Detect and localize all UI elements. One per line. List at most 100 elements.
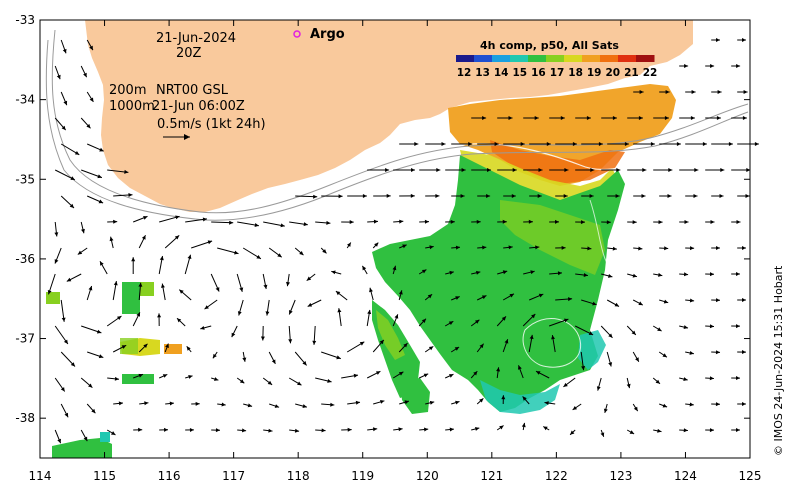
current-arrow-head <box>47 290 52 295</box>
current-arrow-head <box>141 235 146 240</box>
current-arrow-head <box>410 193 415 198</box>
current-arrow-head <box>557 271 562 276</box>
current-arrow-head <box>501 316 506 321</box>
x-tick-label: 118 <box>287 469 310 483</box>
current-arrow-head <box>664 116 669 120</box>
credit-text: © IMOS 24-Jun-2024 15:31 Hobart <box>772 265 785 456</box>
current-arrow-head <box>386 193 391 198</box>
current-arrow-head <box>57 438 61 444</box>
current-arrow-head <box>89 45 93 51</box>
current-arrow-head <box>614 302 619 307</box>
current-arrow-head <box>131 257 136 262</box>
current-arrow-head <box>428 346 434 351</box>
current-arrow-head <box>690 116 695 120</box>
current-arrow-head <box>362 265 367 271</box>
current-arrow-head <box>175 215 180 220</box>
current-arrow-head <box>207 240 213 245</box>
colorbar-swatch <box>510 55 529 62</box>
colorbar-labels: 12 13 14 15 16 17 18 19 20 21 22 <box>457 67 658 79</box>
argo-marker <box>293 30 301 38</box>
current-arrow-head <box>159 256 164 261</box>
current-arrow-head <box>629 430 635 434</box>
colorbar-tick-label: 15 <box>512 67 527 79</box>
current-arrow-head <box>520 142 525 146</box>
current-arrow-head <box>62 48 67 54</box>
current-arrow-head <box>436 168 441 172</box>
current-arrow-head <box>592 301 597 306</box>
current-arrow-head <box>195 401 200 406</box>
current-arrow-head <box>353 373 358 378</box>
current-arrow-head <box>728 142 733 146</box>
current-arrow-head <box>89 97 94 102</box>
x-tick-label: 117 <box>222 469 245 483</box>
current-arrow-head <box>242 428 247 433</box>
current-arrow-head <box>716 246 720 250</box>
colorbar-tick-label: 12 <box>457 67 472 79</box>
current-arrow-head <box>247 403 253 408</box>
current-arrow-head <box>174 235 180 240</box>
current-arrow-head <box>376 371 381 375</box>
current-arrow-head <box>638 246 643 251</box>
current-arrow-head <box>83 436 88 442</box>
current-arrow-head <box>667 194 672 198</box>
sst-field <box>46 84 691 458</box>
current-arrow-head <box>657 428 662 433</box>
current-arrow-head <box>398 427 403 432</box>
current-arrow-head <box>487 168 491 172</box>
current-arrow-head <box>587 246 592 251</box>
current-arrow-head <box>423 373 429 378</box>
current-arrow-head <box>717 90 722 94</box>
current-arrow-head <box>742 38 746 42</box>
current-arrow-head <box>572 406 577 410</box>
current-arrow-head <box>239 379 245 384</box>
current-arrow-head <box>482 116 487 120</box>
current-arrow-head <box>616 168 621 172</box>
current-arrow-head <box>702 142 707 146</box>
current-arrow-head <box>468 142 473 146</box>
current-arrow-head <box>221 402 226 407</box>
colorbar-title: 4h comp, p50, All Sats <box>480 39 619 52</box>
current-arrow-head <box>455 245 460 250</box>
x-tick-label: 114 <box>29 469 52 483</box>
current-arrow-head <box>327 379 332 383</box>
current-arrow-head <box>504 339 509 344</box>
current-arrow-head <box>260 336 265 341</box>
current-arrow-head <box>402 244 407 249</box>
current-arrow-head <box>683 325 688 329</box>
current-arrow-head <box>297 381 302 386</box>
current-arrow-head <box>536 371 541 375</box>
colorbar-tick-label: 13 <box>475 67 490 79</box>
current-arrow-head <box>512 168 517 172</box>
y-tick-label: -36 <box>15 252 35 266</box>
x-tick-label: 116 <box>158 469 181 483</box>
colorbar-swatch <box>492 55 511 62</box>
current-arrow-head <box>322 249 327 254</box>
y-tick-label: -38 <box>15 411 35 425</box>
info-date: 21-Jun-2024 <box>156 31 236 46</box>
current-arrow-head <box>716 298 720 303</box>
current-arrow-head <box>411 168 415 172</box>
current-arrow-head <box>54 259 59 264</box>
current-arrow-head <box>662 353 667 358</box>
current-arrow-head <box>460 194 465 198</box>
current-arrow-head <box>100 261 104 266</box>
current-arrow-head <box>237 311 242 316</box>
current-arrow-head <box>720 168 725 172</box>
y-tick-label: -37 <box>15 332 35 346</box>
current-arrow-head <box>608 333 613 338</box>
current-arrow-head <box>529 334 534 340</box>
current-arrow-head <box>280 223 285 228</box>
map-frame <box>39 19 751 459</box>
current-arrow-head <box>169 401 174 406</box>
current-arrow-head <box>162 374 168 378</box>
current-arrow-head <box>118 401 123 406</box>
current-arrow-head <box>683 428 688 433</box>
current-arrow-head <box>64 412 69 418</box>
current-arrow-head <box>302 361 307 366</box>
current-arrow-head <box>509 293 514 298</box>
current-arrow-head <box>398 371 404 376</box>
current-arrow-head <box>66 277 72 282</box>
y-tick-label: -35 <box>15 172 35 186</box>
x-tick-label: 121 <box>480 469 503 483</box>
current-arrow-head <box>508 245 513 250</box>
